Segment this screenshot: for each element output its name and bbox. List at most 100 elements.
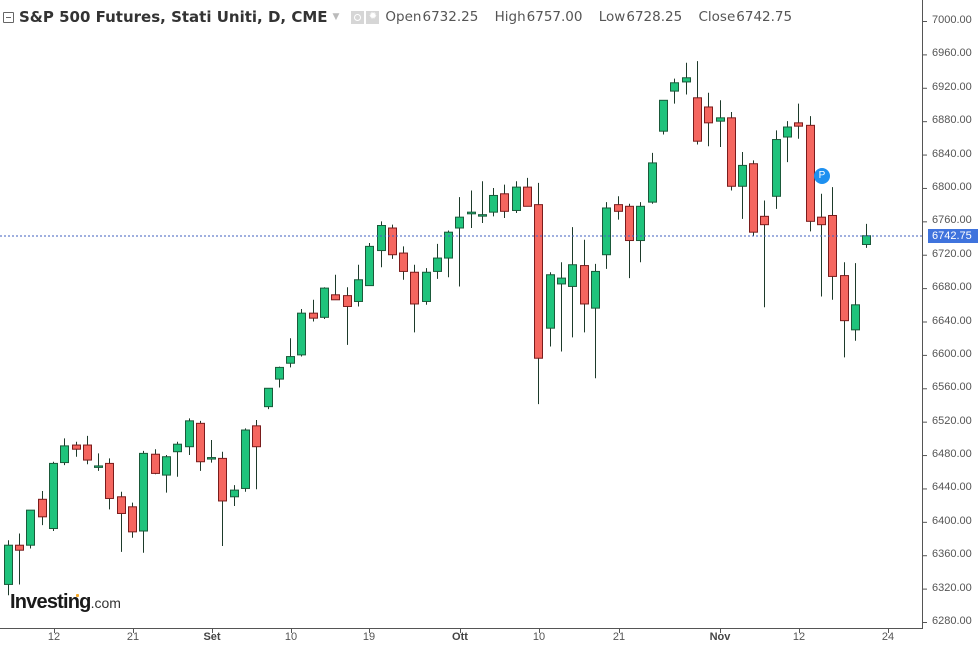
candle-body-up xyxy=(139,452,148,532)
candle[interactable] xyxy=(162,455,171,493)
candle[interactable] xyxy=(851,263,860,341)
caret-down-icon[interactable]: ▼ xyxy=(332,12,340,22)
logo-suffix: .com xyxy=(90,595,121,611)
candle[interactable] xyxy=(749,160,758,236)
candle[interactable] xyxy=(568,227,577,338)
candle[interactable] xyxy=(455,197,464,287)
candle[interactable] xyxy=(343,287,352,345)
candle[interactable] xyxy=(128,502,137,538)
candle[interactable] xyxy=(331,274,340,301)
candle-body-up xyxy=(230,489,239,498)
candle[interactable] xyxy=(264,387,273,410)
candle[interactable] xyxy=(862,223,871,248)
candle-body-down xyxy=(580,265,589,305)
candle[interactable] xyxy=(173,441,182,477)
candle[interactable] xyxy=(783,121,792,163)
candle[interactable] xyxy=(72,441,81,457)
candle[interactable] xyxy=(354,264,363,307)
candle-body-down xyxy=(105,462,114,499)
candle[interactable] xyxy=(738,152,747,219)
candle[interactable] xyxy=(760,200,769,308)
candle[interactable] xyxy=(252,419,261,490)
candle-body-down xyxy=(625,205,634,242)
candle[interactable] xyxy=(207,440,216,463)
candle-body-down xyxy=(817,216,826,226)
candle[interactable] xyxy=(580,239,589,333)
candle[interactable] xyxy=(727,111,736,191)
candle[interactable] xyxy=(591,263,600,379)
candle[interactable] xyxy=(625,203,634,279)
candle[interactable] xyxy=(38,490,47,526)
candle-body-up xyxy=(591,270,600,309)
candle[interactable] xyxy=(365,243,374,287)
candle[interactable] xyxy=(512,181,521,213)
candle[interactable] xyxy=(817,193,826,297)
event-marker[interactable]: P xyxy=(814,168,830,184)
candle[interactable] xyxy=(500,184,509,218)
price-tick-label: 6560.00 xyxy=(932,381,972,394)
candle[interactable] xyxy=(399,246,408,280)
candle[interactable] xyxy=(105,458,114,510)
candle[interactable] xyxy=(388,224,397,259)
candle[interactable] xyxy=(410,264,419,333)
candle[interactable] xyxy=(4,540,13,596)
candle[interactable] xyxy=(218,451,227,547)
candle[interactable] xyxy=(772,130,781,209)
candle[interactable] xyxy=(840,262,849,358)
candle[interactable] xyxy=(693,61,702,145)
candle[interactable] xyxy=(286,338,295,368)
candle[interactable] xyxy=(636,202,645,263)
candle[interactable] xyxy=(828,187,837,300)
candle[interactable] xyxy=(489,187,498,217)
candle[interactable] xyxy=(117,491,126,552)
candle[interactable] xyxy=(422,268,431,305)
candle[interactable] xyxy=(377,221,386,268)
candle[interactable] xyxy=(275,366,284,388)
candle[interactable] xyxy=(704,92,713,147)
candle[interactable] xyxy=(546,272,555,347)
candle[interactable] xyxy=(523,177,532,207)
gear-icon[interactable]: ✹ xyxy=(366,10,380,24)
candle-body-up xyxy=(783,126,792,138)
candle[interactable] xyxy=(602,202,611,269)
candle[interactable] xyxy=(682,62,691,95)
candle-body-up xyxy=(60,445,69,464)
eye-icon[interactable] xyxy=(351,10,365,24)
candle[interactable] xyxy=(320,287,329,319)
candle[interactable] xyxy=(670,78,679,104)
chart-title[interactable]: S&P 500 Futures, Stati Uniti, D, CME xyxy=(19,8,328,26)
candle[interactable] xyxy=(196,420,205,471)
candle[interactable] xyxy=(15,533,24,585)
candle[interactable] xyxy=(433,243,442,279)
candle[interactable] xyxy=(557,262,566,352)
candle[interactable] xyxy=(478,181,487,224)
close-label: Close xyxy=(698,9,736,25)
candle[interactable] xyxy=(648,152,657,204)
candle[interactable] xyxy=(467,190,476,229)
price-tick-label: 6920.00 xyxy=(932,80,972,93)
candle[interactable] xyxy=(151,449,160,475)
candle[interactable] xyxy=(614,196,623,220)
collapse-icon[interactable] xyxy=(3,11,14,23)
candle[interactable] xyxy=(49,461,58,532)
candle[interactable] xyxy=(60,438,69,466)
candle[interactable] xyxy=(534,182,543,405)
candle[interactable] xyxy=(94,453,103,471)
candle[interactable] xyxy=(716,100,725,148)
candle[interactable] xyxy=(139,450,148,553)
candle[interactable] xyxy=(241,428,250,492)
candle[interactable] xyxy=(26,509,35,549)
candle[interactable] xyxy=(230,485,239,506)
candle[interactable] xyxy=(309,299,318,322)
candle-body-up xyxy=(297,312,306,356)
candle[interactable] xyxy=(794,103,803,139)
candle[interactable] xyxy=(185,418,194,456)
candle[interactable] xyxy=(444,230,453,278)
candle[interactable] xyxy=(83,435,92,465)
candle-body-down xyxy=(614,204,623,212)
time-tick-label: Nov xyxy=(709,631,731,643)
candle[interactable] xyxy=(297,308,306,357)
candle-body-down xyxy=(117,496,126,514)
candle[interactable] xyxy=(659,99,668,135)
